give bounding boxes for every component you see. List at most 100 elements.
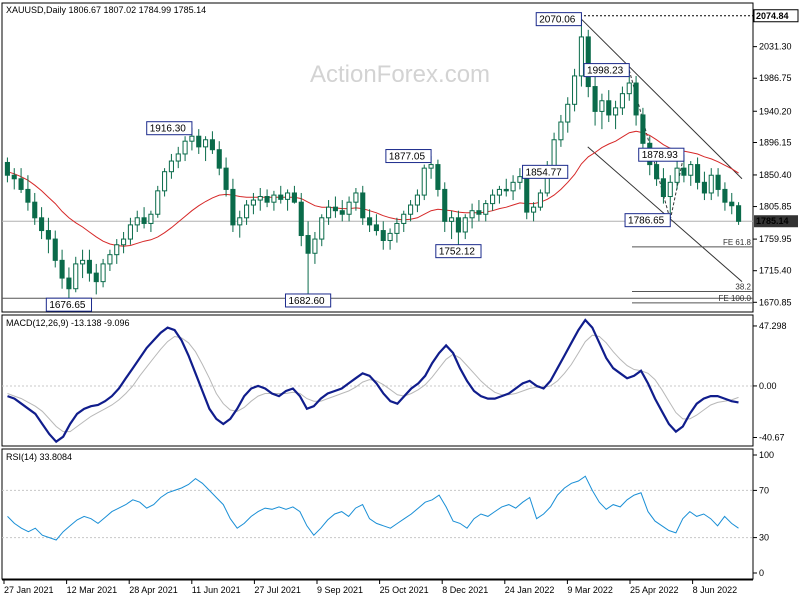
rsi-panel: 100 70 30 0 RSI(14) 33.8084 (1, 448, 774, 580)
price-tick-label: 1850.40 (759, 170, 792, 180)
candle-body (285, 192, 291, 200)
candle-body (633, 82, 639, 116)
price-tick-label: 2031.30 (759, 42, 792, 52)
price-label: 1877.05 (385, 149, 432, 164)
macd-tick-label: 47.298 (759, 321, 787, 331)
candle-body (257, 196, 263, 201)
rsi-tick-label: 70 (759, 485, 769, 495)
fib-labels: FE 61.8 38.2 FE 100.0 (632, 238, 753, 304)
candle-body (565, 103, 571, 123)
price-label-text: 1916.30 (150, 124, 187, 135)
x-axis: 27 Jan 2021 12 Mar 2021 28 Apr 2021 11 Jun … (2, 579, 753, 595)
price-label-box (146, 121, 193, 136)
candle (52, 230, 58, 268)
candle-body (332, 206, 338, 212)
candle (373, 214, 379, 236)
candle (250, 192, 256, 215)
price-label-text: 1877.05 (389, 152, 426, 163)
candle-body (695, 164, 701, 183)
candle (230, 178, 236, 232)
candle (708, 168, 714, 201)
candle-body (162, 171, 168, 192)
candle-body (640, 114, 646, 144)
candle-body (667, 181, 673, 198)
macd-tick-label: 0.00 (759, 381, 777, 391)
price-label: 1752.12 (435, 244, 482, 259)
watermark: ActionForex.com (310, 61, 490, 88)
candle (107, 249, 113, 271)
candle (531, 202, 537, 222)
candle-body (291, 192, 297, 203)
candle-body (326, 206, 332, 219)
price-label-text: 1676.65 (49, 300, 86, 311)
candle (155, 185, 161, 218)
candle-body (455, 217, 461, 233)
x-tick-label: 25 Oct 2021 (380, 585, 429, 595)
candle (11, 168, 17, 190)
candle-body (39, 217, 45, 232)
price-label-text: 1752.12 (439, 247, 476, 258)
candle (722, 182, 728, 211)
candle (271, 190, 277, 211)
top-value-label: 2074.84 (756, 11, 789, 21)
candle-body (66, 277, 72, 290)
candle-body (517, 176, 523, 183)
candle-body (319, 217, 325, 240)
candle-body (483, 203, 489, 215)
candle (216, 141, 222, 176)
candle-body (558, 121, 564, 141)
candle (510, 175, 516, 201)
candle (264, 189, 270, 208)
candle (25, 175, 31, 211)
candle-body (353, 192, 359, 203)
candle (182, 136, 188, 162)
rsi-line (7, 475, 739, 541)
price-tick-label: 1940.20 (759, 106, 792, 116)
candle-body (209, 139, 215, 151)
candle-body (59, 259, 65, 279)
candle-body (537, 192, 543, 208)
price-label: 1878.93 (638, 147, 685, 162)
macd-lines (2, 318, 753, 444)
candle-body (619, 93, 625, 109)
candle-body (127, 224, 133, 240)
candle-body (339, 210, 345, 215)
price-label-box (583, 63, 630, 78)
candle (633, 75, 639, 126)
candle-body (373, 224, 379, 232)
channel-upper-line (581, 18, 743, 180)
candle-body (250, 199, 256, 206)
candle-body (182, 140, 188, 155)
x-tick-label: 28 Apr 2021 (129, 585, 178, 595)
candle (640, 107, 646, 154)
candle-body (428, 164, 434, 169)
price-label-box (284, 293, 332, 308)
candle (592, 72, 598, 126)
price-tick-label: 1896.15 (759, 137, 792, 147)
candle (257, 188, 263, 211)
price-tick-label: 1986.75 (759, 73, 792, 83)
candle-body (305, 235, 311, 254)
macd-title: MACD(12,26,9) -13.138 -9.096 (6, 318, 130, 328)
candle-body (264, 196, 270, 203)
price-label-text: 2070.06 (539, 15, 576, 26)
candle-body (722, 188, 728, 203)
current-price-label: 1785.14 (756, 216, 789, 226)
candle (291, 185, 297, 204)
price-y-axis: 2031.30 1986.75 1940.20 1896.15 1850.40 1805.… (753, 9, 799, 307)
macd-panel: 47.298 0.00 -40.67 MACD(12,26,9) -13.138 -… (1, 314, 787, 447)
candle (442, 182, 448, 232)
candle (346, 196, 352, 222)
price-label-box (624, 213, 671, 228)
candle-body (52, 238, 58, 261)
rsi-tick-label: 30 (759, 533, 769, 543)
candle-body (278, 194, 284, 200)
candle (223, 157, 229, 197)
candle (326, 200, 332, 225)
candle-body (32, 201, 38, 219)
candle (449, 210, 455, 240)
candle-body (660, 178, 666, 198)
candle (517, 168, 523, 190)
candle-body (312, 238, 318, 254)
candle (599, 93, 605, 130)
